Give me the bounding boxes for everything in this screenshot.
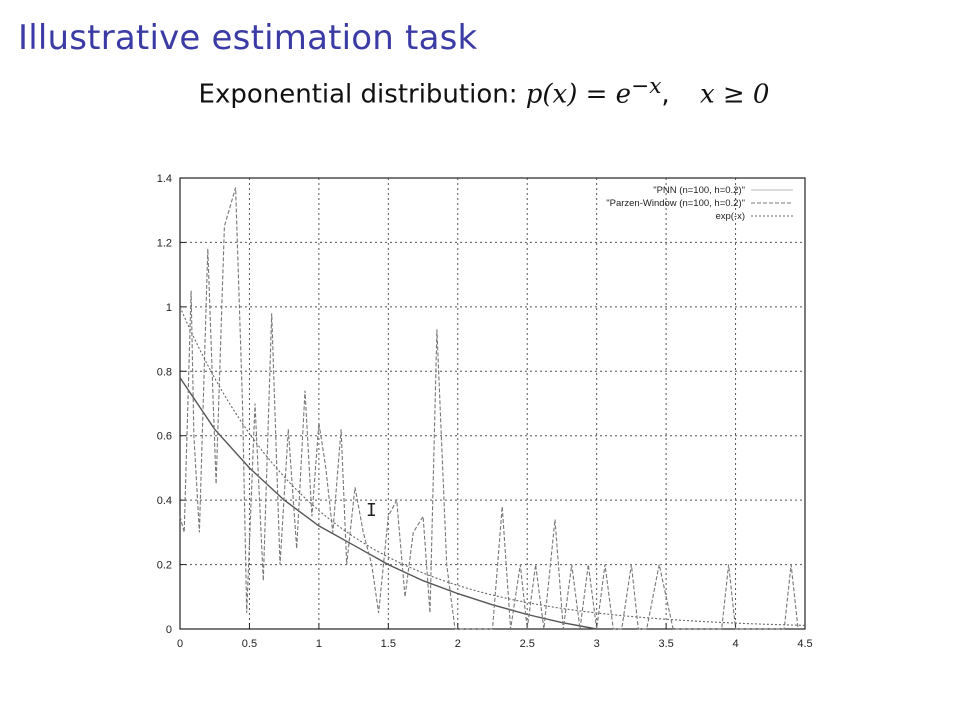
- x-tick-label: 2: [455, 638, 461, 650]
- x-tick-label: 3.5: [658, 638, 673, 650]
- x-tick-label: 2.5: [520, 638, 535, 650]
- x-tick-label: 1: [316, 638, 322, 650]
- x-tick-label: 4.5: [797, 638, 812, 650]
- y-tick-label: 1.2: [157, 237, 172, 249]
- x-tick-label: 0: [177, 638, 183, 650]
- subtitle-exponent: −x: [631, 74, 662, 99]
- legend-label: exp(-x): [715, 211, 745, 222]
- slide-subtitle: Exponential distribution: p(x) = e−x, x …: [0, 74, 968, 110]
- y-tick-label: 0.4: [157, 495, 172, 507]
- text-cursor-icon: I: [366, 500, 377, 521]
- slide-title: Illustrative estimation task: [18, 18, 478, 58]
- plot-frame: [179, 177, 806, 630]
- y-tick-label: 1.4: [157, 173, 172, 185]
- subtitle-prefix: Exponential distribution:: [198, 79, 518, 110]
- series-line-pnn: [179, 377, 597, 630]
- x-tick-label: 0.5: [242, 638, 257, 650]
- x-tick-label: 4: [732, 638, 738, 650]
- y-tick-label: 0.2: [157, 560, 172, 572]
- legend-label: "Parzen-Window (n=100, h=0.2)": [606, 198, 745, 209]
- x-tick-label: 1.5: [381, 638, 396, 650]
- subtitle-formula: p(x) = e: [525, 79, 632, 110]
- density-chart: 0 0.5 1 1.5 2 2.5 3 3.5 4 4.5 0 0.2 0.4 0.6 0.8 1 1.2 1.4…: [157, 173, 813, 650]
- subtitle-comma: ,: [661, 79, 670, 110]
- x-tick-label: 3: [594, 638, 600, 650]
- y-tick-label: 0: [166, 624, 172, 636]
- y-tick-label: 0.6: [157, 431, 172, 443]
- legend-label: "PNN (n=100, h=0.2)": [653, 185, 745, 196]
- series-line-parzen-window: [179, 187, 799, 630]
- series-line-exp: [179, 306, 806, 626]
- y-tick-label: 1: [166, 302, 172, 314]
- subtitle-condition: x ≥ 0: [699, 79, 770, 110]
- y-tick-label: 0.8: [157, 366, 172, 378]
